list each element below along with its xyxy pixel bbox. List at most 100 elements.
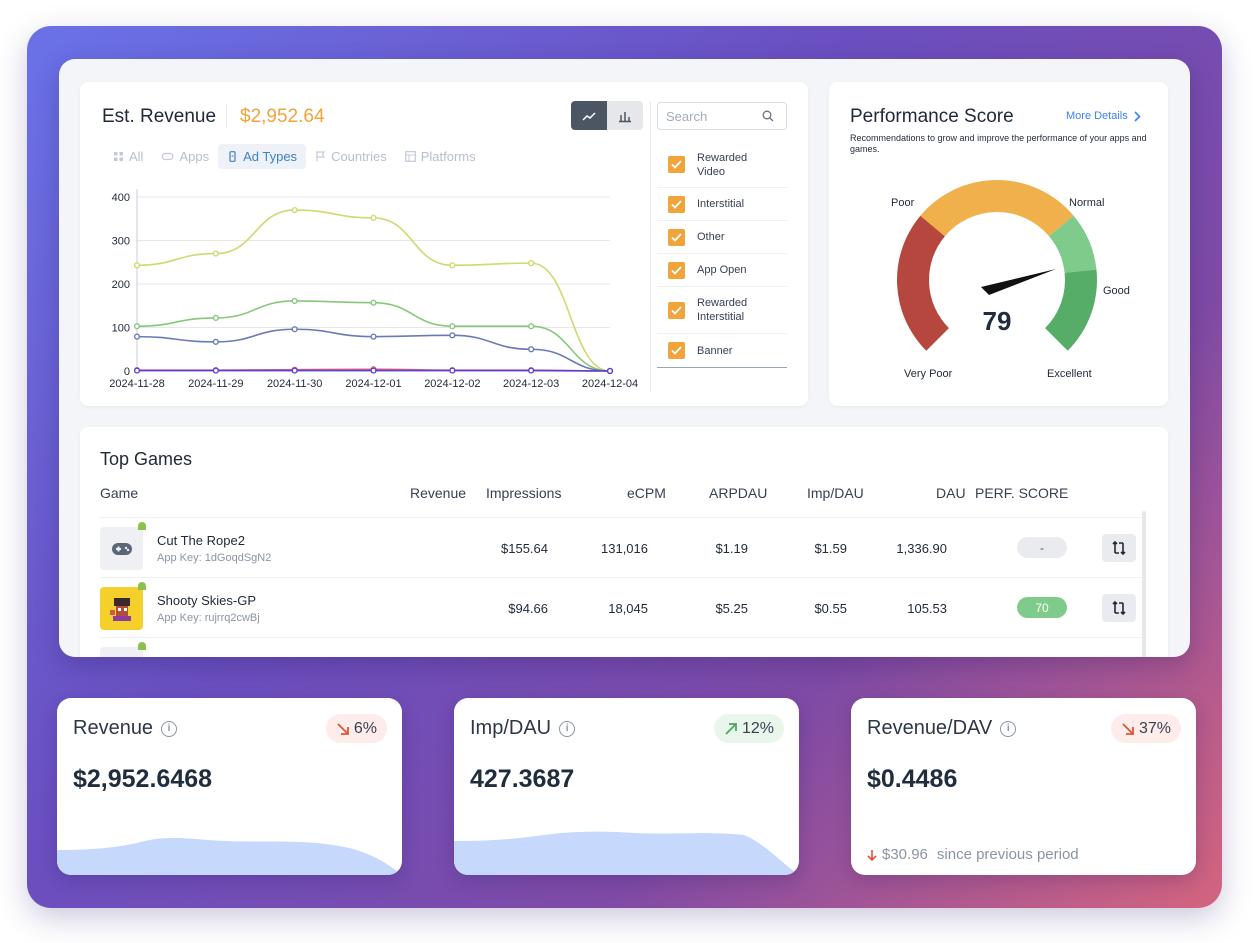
legend-search-box	[657, 102, 787, 130]
title-divider	[226, 104, 227, 128]
table-row[interactable]	[100, 637, 1144, 657]
since-amount: $30.96	[882, 846, 928, 863]
chart-view-toggle	[571, 101, 643, 130]
impressions-cell: 131,016	[601, 541, 648, 556]
gauge-score: 79	[983, 306, 1012, 336]
tab-all[interactable]: All	[104, 144, 152, 169]
checkbox[interactable]	[668, 301, 685, 319]
checkmark-icon	[671, 160, 682, 169]
legend-item-rewarded-interstitial[interactable]: Rewarded Interstitial	[657, 287, 787, 334]
ad-type-legend: Rewarded Video Interstitial Other App Op…	[657, 142, 787, 368]
performance-title: Performance Score	[850, 106, 1014, 127]
game-name[interactable]: Shooty Skies-GP	[157, 593, 256, 608]
ecpm-cell: $5.25	[715, 601, 748, 616]
data-point	[449, 262, 456, 269]
app-key: App Key: rujrrq2cwBj	[157, 612, 260, 624]
column-header-arpdau[interactable]: ARPDAU	[709, 485, 768, 501]
table-scrollbar[interactable]	[1142, 511, 1146, 657]
data-point	[291, 367, 298, 374]
tab-ad-types[interactable]: Ad Types	[218, 144, 307, 169]
legend-label: App Open	[697, 264, 747, 276]
info-icon[interactable]: i	[559, 720, 576, 737]
tab-apps[interactable]: Apps	[152, 144, 218, 169]
game-name[interactable]: Cut The Rope2	[157, 533, 245, 548]
checkbox[interactable]	[668, 156, 685, 173]
gauge-needle	[981, 269, 1056, 295]
arpdau-cell: $0.55	[814, 601, 847, 616]
data-point	[449, 323, 456, 330]
tab-all-label: All	[129, 149, 144, 164]
legend-item-app-open[interactable]: App Open	[657, 254, 787, 287]
change-badge: 37%	[1110, 714, 1181, 743]
tab-apps-label: Apps	[179, 149, 210, 164]
revenue-chart-card: Est. Revenue $2,952.64 All Apps Ad Types	[80, 82, 808, 406]
sync-button[interactable]	[1102, 594, 1136, 622]
legend-item-banner[interactable]: Banner	[657, 334, 787, 367]
tab-platforms[interactable]: Platforms	[396, 144, 485, 169]
more-details-link[interactable]: More Details	[1066, 110, 1141, 122]
change-badge: 6%	[325, 714, 387, 743]
legend-search-input[interactable]	[666, 108, 762, 124]
column-header-revenue[interactable]: Revenue	[410, 485, 467, 501]
column-header-game[interactable]: Game	[100, 485, 139, 501]
data-point	[133, 262, 141, 269]
info-icon[interactable]: i	[161, 720, 178, 737]
swap-icon	[1112, 600, 1126, 616]
checkmark-icon	[671, 232, 682, 242]
revenue-card-title: Est. Revenue	[102, 106, 217, 127]
tab-countries-label: Countries	[331, 149, 387, 164]
metric-title-text: Imp/DAU	[470, 717, 552, 739]
column-header-dau[interactable]: DAU	[936, 485, 966, 501]
android-icon	[138, 642, 146, 650]
change-value: 37%	[1138, 719, 1171, 737]
data-point	[291, 206, 298, 214]
column-header-ecpm[interactable]: eCPM	[627, 485, 666, 501]
checkbox[interactable]	[668, 195, 685, 213]
legend-item-rewarded-video[interactable]: Rewarded Video	[657, 142, 787, 188]
x-tick-label: 2024-11-29	[188, 378, 243, 390]
info-icon[interactable]: i	[1000, 720, 1017, 737]
data-point	[370, 333, 377, 340]
table-row[interactable]: Cut The Rope2 App Key: 1dGoqdSgN2 $155.6…	[100, 517, 1144, 577]
data-point	[291, 326, 298, 333]
metric-title-text: Revenue	[73, 717, 154, 739]
arrow-down-icon	[867, 849, 877, 861]
sync-button[interactable]	[1102, 534, 1136, 562]
y-tick-label: 200	[112, 279, 130, 291]
legend-label: Banner	[697, 344, 733, 357]
checkbox[interactable]	[668, 261, 685, 279]
phone-icon	[229, 151, 236, 162]
checkmark-icon	[671, 199, 682, 209]
perf-score-badge: -	[1017, 537, 1067, 558]
column-header-imp-dau[interactable]: Imp/DAU	[807, 485, 864, 501]
column-header-perf-score[interactable]: PERF. SCORE	[975, 485, 1069, 501]
data-point	[370, 214, 377, 221]
android-icon	[138, 522, 146, 530]
since-previous-period: $30.96 since previous period	[867, 846, 1079, 863]
checkbox[interactable]	[668, 228, 685, 246]
bar-chart-button[interactable]	[607, 101, 643, 130]
tab-countries[interactable]: Countries	[306, 144, 396, 169]
legend-item-interstitial[interactable]: Interstitial	[657, 188, 787, 221]
table-row[interactable]: Shooty Skies-GP App Key: rujrrq2cwBj $94…	[100, 577, 1144, 637]
checkmark-icon	[671, 265, 682, 275]
data-point	[212, 367, 219, 374]
column-header-impressions[interactable]: Impressions	[486, 485, 562, 501]
gauge-label-normal: Normal	[1069, 197, 1105, 209]
search-icon[interactable]	[762, 110, 774, 122]
line-chart-button[interactable]	[571, 101, 607, 130]
metric-title: Revenue/DAV i	[867, 717, 1017, 740]
data-point	[528, 367, 535, 374]
metric-value: $0.4486	[867, 765, 958, 793]
legend-item-other[interactable]: Other	[657, 221, 787, 254]
chevron-right-icon	[1134, 110, 1141, 122]
data-point	[212, 338, 219, 345]
checkbox[interactable]	[668, 342, 685, 359]
checkmark-icon	[671, 346, 682, 355]
imp-dau-cell: 105.53	[907, 601, 947, 616]
data-point	[449, 332, 456, 339]
gauge-label-good: Good	[1103, 285, 1130, 297]
x-tick-label: 2024-12-02	[424, 378, 480, 390]
dimension-tabs: All Apps Ad Types Countries Platforms	[104, 144, 485, 169]
legend-label: Rewarded Interstitial	[697, 297, 748, 323]
